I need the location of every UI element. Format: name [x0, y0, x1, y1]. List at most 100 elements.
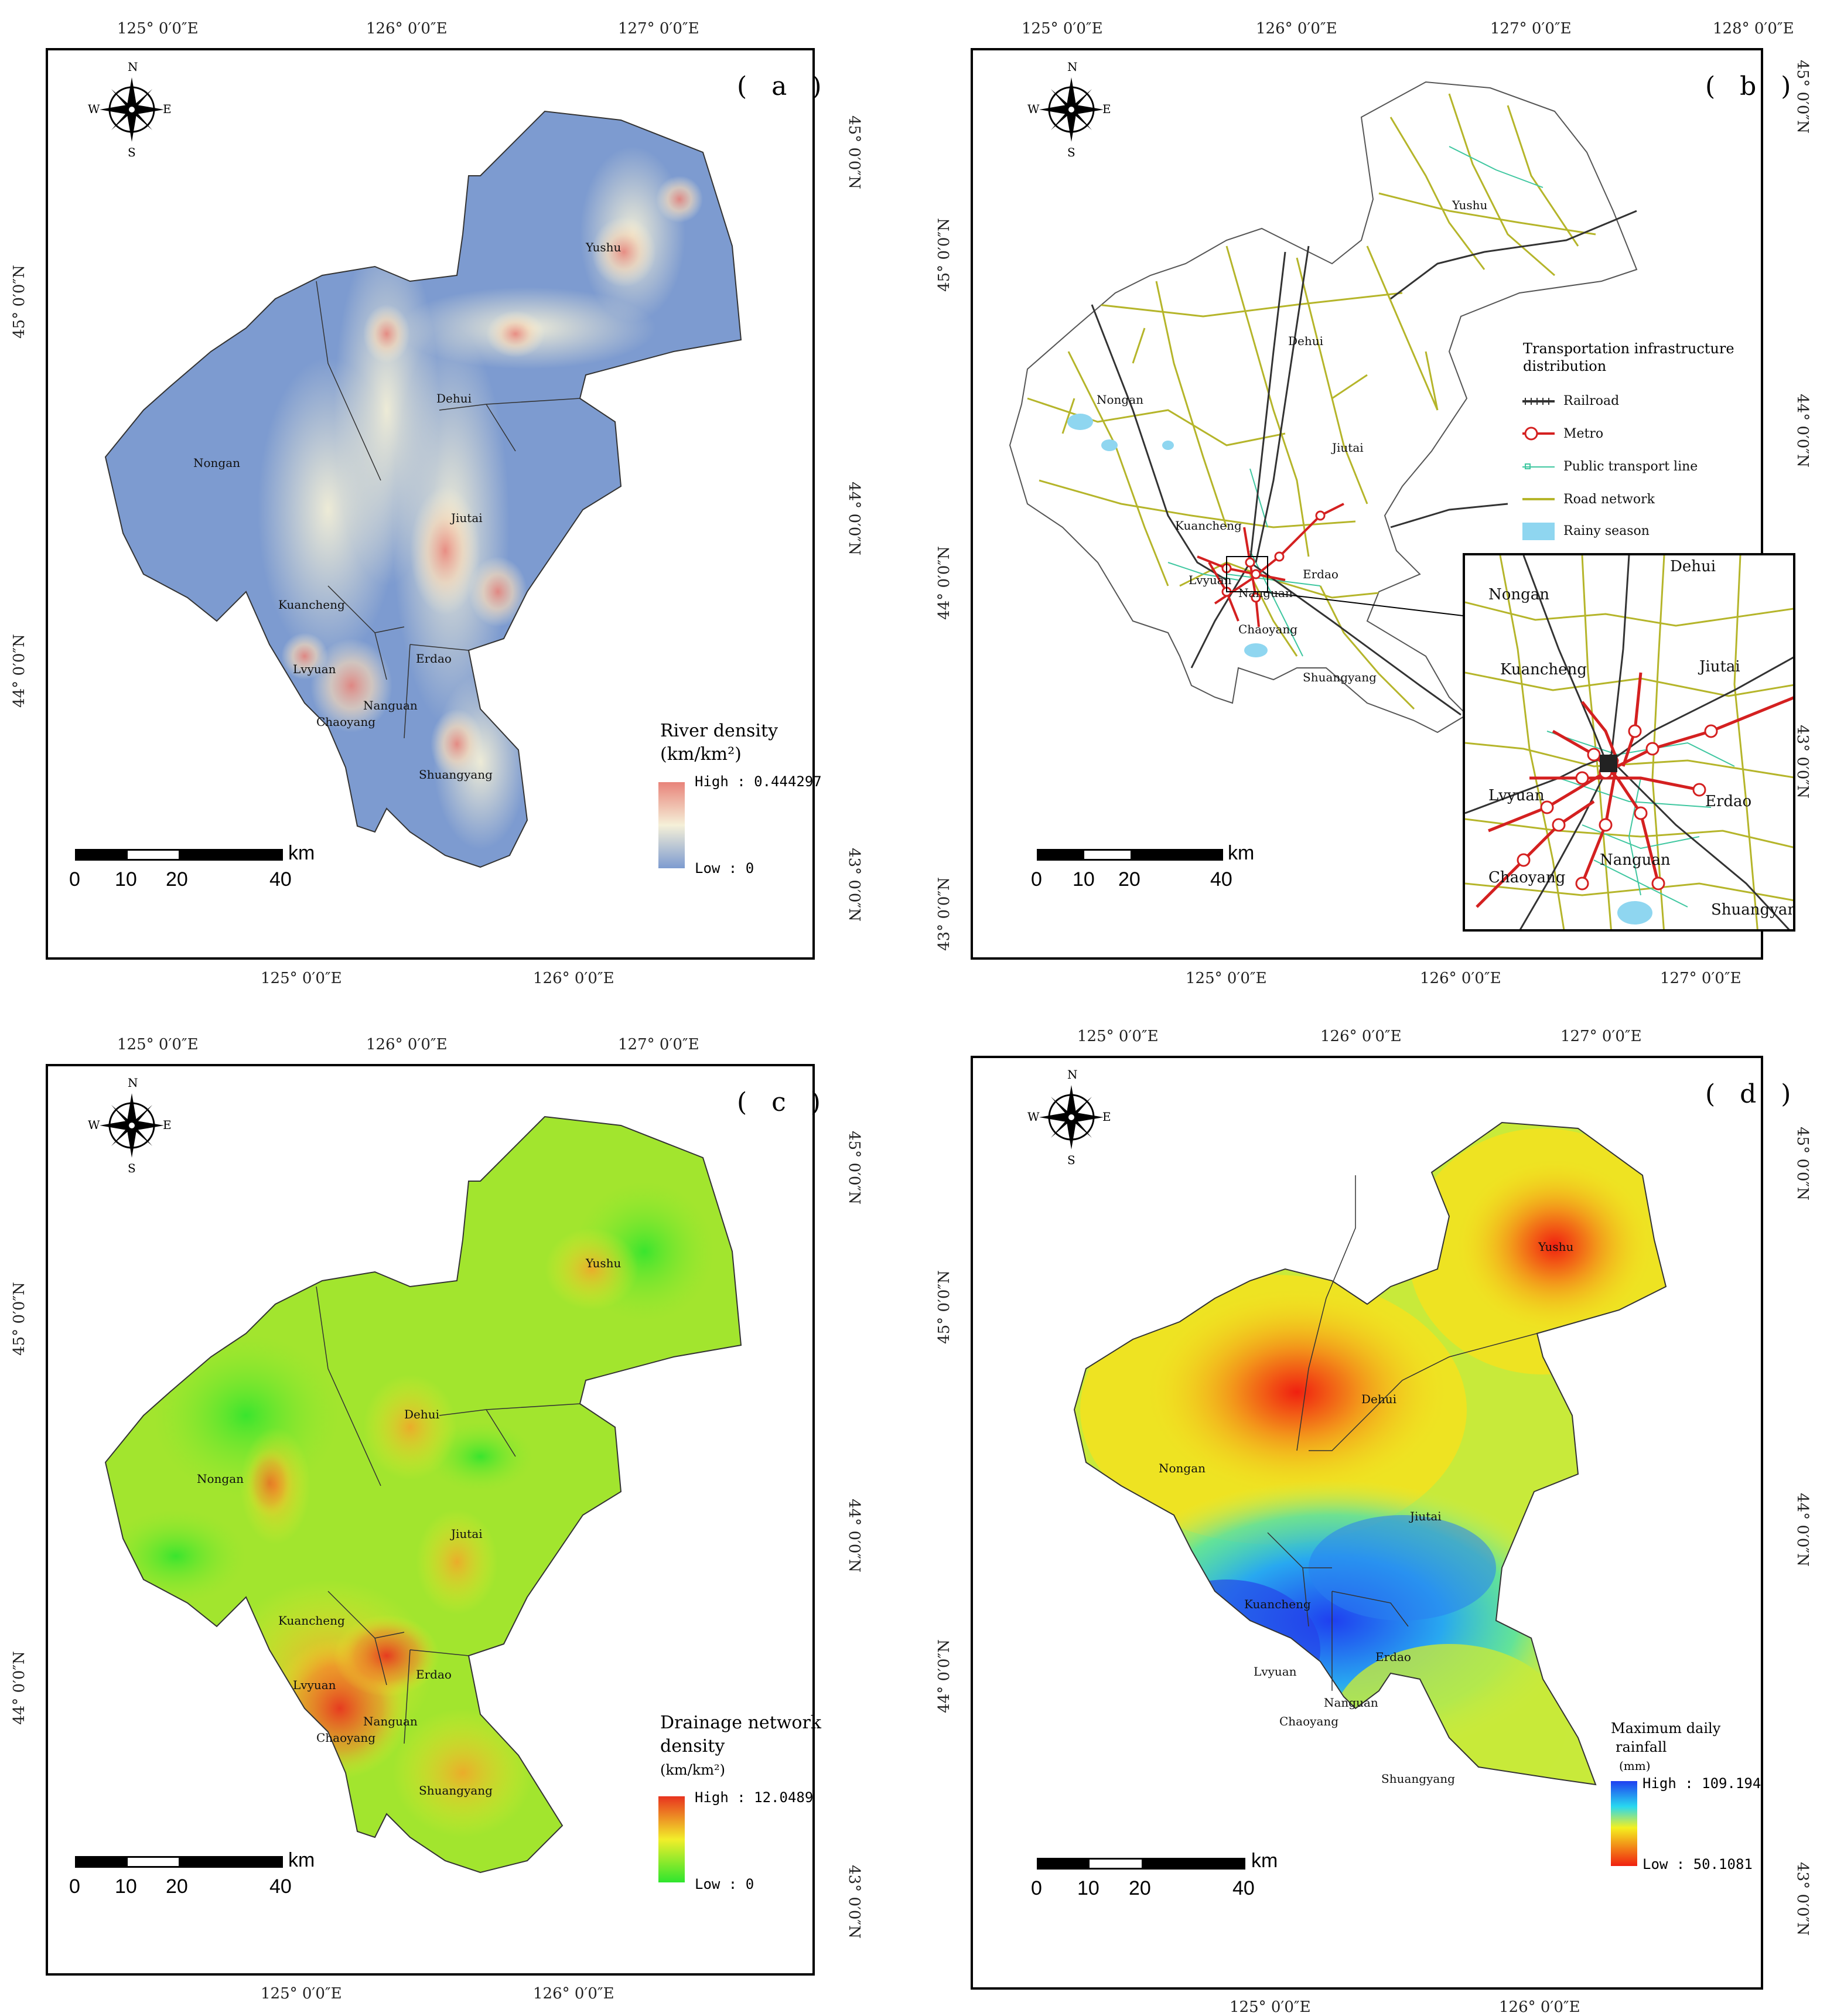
legend-title-a: River density (km/km²) — [660, 719, 778, 766]
inset-place-chaoyang: Chaoyang — [1488, 869, 1566, 886]
compass-e: E — [1102, 102, 1111, 116]
place-jiutai-b: Jiutai — [1332, 441, 1364, 455]
legend-low-c: Low : 0 — [695, 1876, 754, 1892]
legend-a-line1: River density — [660, 721, 778, 741]
legend-metro-symbol — [1522, 427, 1555, 441]
place-dehui-d: Dehui — [1361, 1392, 1397, 1406]
north-arrow-icon: N S E W — [88, 1076, 176, 1175]
legend-item-metro: Metro — [1563, 427, 1604, 441]
top-tick-c-2: 127° 0′0″E — [618, 1036, 699, 1053]
place-dehui-c: Dehui — [404, 1407, 440, 1421]
legend-c-line3: (km/km²) — [660, 1762, 726, 1778]
compass-s: S — [128, 1161, 136, 1175]
place-dehui-a: Dehui — [436, 391, 472, 405]
top-tick-a-1: 126° 0′0″E — [366, 20, 448, 37]
legend-item-public: Public transport line — [1563, 459, 1698, 474]
top-tick-b-3: 128° 0′0″E — [1713, 20, 1794, 37]
panel-label-d: ( d ) — [1705, 1079, 1799, 1109]
top-tick-a-0: 125° 0′0″E — [117, 20, 199, 37]
compass-n: N — [128, 1076, 138, 1090]
bottom-tick-b-1: 126° 0′0″E — [1420, 970, 1501, 987]
place-kuancheng-d: Kuancheng — [1244, 1597, 1311, 1611]
scale-0-a: 0 — [69, 868, 80, 891]
place-kuancheng-b: Kuancheng — [1175, 519, 1242, 533]
map-d-svg — [1037, 1122, 1667, 1870]
scale-40-d: 40 — [1232, 1877, 1255, 1899]
place-nongan-b: Nongan — [1097, 393, 1144, 407]
scale-40-b: 40 — [1210, 868, 1232, 891]
panel-label-c: ( c ) — [737, 1087, 829, 1117]
legend-b-line2: distribution — [1523, 358, 1607, 374]
place-nongan-c: Nongan — [197, 1472, 244, 1486]
place-nongan-d: Nongan — [1159, 1461, 1206, 1475]
scale-10-d: 10 — [1077, 1877, 1099, 1899]
place-dehui-b: Dehui — [1288, 334, 1324, 348]
compass-n: N — [1067, 60, 1078, 74]
legend-high-a: High : 0.444297 — [695, 773, 822, 790]
legend-a-line2: (km/km²) — [660, 744, 742, 765]
place-yushu-b: Yushu — [1452, 198, 1488, 212]
scale-20-d: 20 — [1129, 1877, 1151, 1899]
legend-d-line1: Maximum daily — [1611, 1720, 1721, 1737]
top-tick-d-0: 125° 0′0″E — [1077, 1028, 1159, 1045]
place-lvyuan-d: Lvyuan — [1254, 1664, 1297, 1679]
scale-40-a: 40 — [269, 868, 292, 891]
compass-n: N — [1067, 1067, 1078, 1082]
legend-item-railroad: Railroad — [1563, 394, 1620, 408]
inset-place-shuangyang: Shuangyang — [1711, 901, 1793, 919]
top-tick-d-1: 126° 0′0″E — [1320, 1028, 1402, 1045]
place-erdao-c: Erdao — [416, 1667, 452, 1681]
legend-low-d: Low : 50.1081 — [1642, 1856, 1753, 1872]
compass-w: W — [1027, 102, 1040, 116]
place-lvyuan-b: Lvyuan — [1189, 573, 1232, 587]
inset-place-lvyuan: Lvyuan — [1488, 787, 1545, 804]
top-tick-b-1: 126° 0′0″E — [1256, 20, 1337, 37]
compass-w: W — [1027, 1110, 1040, 1124]
compass-s: S — [1067, 145, 1075, 159]
place-yushu-a: Yushu — [586, 240, 622, 254]
panel-label-a: ( a ) — [737, 71, 830, 101]
legend-railroad-symbol — [1522, 398, 1555, 405]
scale-unit-d: km — [1251, 1850, 1278, 1872]
place-shuangyang-c: Shuangyang — [419, 1783, 493, 1797]
bottom-tick-c-1: 126° 0′0″E — [533, 1985, 614, 2003]
inset-place-jiutai: Jiutai — [1699, 658, 1740, 676]
panel-label-b: ( b ) — [1705, 71, 1799, 101]
legend-title-c: Drainage network density (km/km²) — [660, 1711, 821, 1782]
top-tick-b-2: 127° 0′0″E — [1490, 20, 1572, 37]
panel-b: 125° 0′0″E 126° 0′0″E 127° 0′0″E 128° 0′… — [922, 0, 1844, 1005]
place-kuancheng-c: Kuancheng — [278, 1614, 345, 1628]
compass-s: S — [1067, 1153, 1075, 1167]
inset-place-nongan: Nongan — [1488, 586, 1550, 603]
bottom-tick-b-2: 127° 0′0″E — [1660, 970, 1741, 987]
legend-d-line2: rainfall — [1616, 1739, 1667, 1755]
compass-e: E — [163, 102, 172, 116]
north-arrow-icon: N S E W — [1027, 60, 1115, 159]
compass-e: E — [1102, 1110, 1111, 1124]
scale-20-a: 20 — [166, 868, 188, 891]
inset-place-erdao: Erdao — [1705, 793, 1752, 810]
place-nongan-a: Nongan — [193, 456, 241, 470]
north-arrow-icon: N S E W — [1027, 1067, 1115, 1167]
scale-0-c: 0 — [69, 1875, 80, 1898]
place-chaoyang-d: Chaoyang — [1279, 1714, 1339, 1728]
scale-unit-c: km — [288, 1849, 315, 1871]
place-jiutai-d: Jiutai — [1410, 1509, 1442, 1523]
legend-rainy-symbol — [1522, 523, 1555, 540]
legend-title-d: Maximum daily rainfall (mm) — [1611, 1719, 1720, 1775]
scale-20-b: 20 — [1118, 868, 1140, 891]
inset-place-nanguan: Nanguan — [1600, 851, 1671, 869]
compass-e: E — [163, 1118, 172, 1132]
scale-0-d: 0 — [1031, 1877, 1042, 1899]
legend-public-symbol — [1522, 463, 1555, 469]
place-erdao-b: Erdao — [1303, 567, 1338, 581]
map-b-svg — [1009, 81, 1638, 861]
scale-unit-a: km — [288, 842, 315, 864]
place-nanguan-c: Nanguan — [363, 1714, 418, 1728]
bottom-tick-a-0: 125° 0′0″E — [261, 970, 342, 987]
compass-w: W — [88, 102, 100, 116]
place-lvyuan-c: Lvyuan — [293, 1678, 336, 1692]
scale-10-c: 10 — [115, 1875, 137, 1898]
compass-n: N — [128, 60, 138, 74]
place-shuangyang-b: Shuangyang — [1303, 670, 1377, 684]
